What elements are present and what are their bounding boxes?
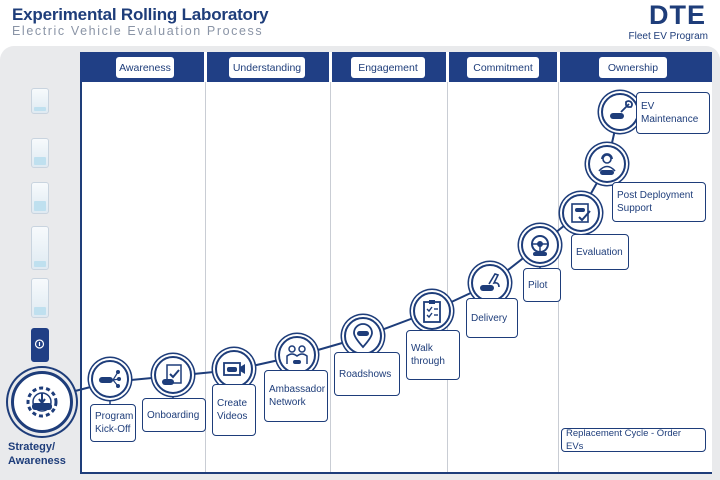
- steering-wheel-icon: [521, 226, 559, 264]
- step-label-line1: Walk: [411, 343, 433, 354]
- step-label-line2: Maintenance: [641, 114, 699, 125]
- step-pilot: Pilot: [523, 268, 561, 302]
- step-walk-through: Walk through: [406, 330, 460, 380]
- wrench-car-icon: [601, 93, 639, 131]
- step-delivery: Delivery: [466, 298, 518, 338]
- step-ambassador-network: Ambassador Network: [264, 370, 328, 422]
- step-roadshows: Roadshows: [334, 352, 400, 396]
- step-label-line1: Delivery: [471, 312, 508, 324]
- step-label-line2: through: [411, 356, 445, 367]
- strategy-icon: [11, 371, 73, 433]
- hand-car-icon: [471, 264, 509, 302]
- step-label-line2: Support: [617, 203, 653, 214]
- stage-divider: [557, 52, 560, 82]
- step-evaluation: Evaluation: [571, 234, 629, 270]
- map-pin-car-icon: [344, 317, 382, 355]
- step-label-line2: Kick-Off: [95, 424, 131, 435]
- column-line: [205, 82, 206, 472]
- stage-divider: [446, 52, 449, 82]
- step-onboarding: Onboarding: [142, 398, 206, 432]
- stage-engagement: Engagement: [351, 57, 425, 78]
- stage-divider: [204, 52, 207, 82]
- strategy-label: Strategy/ Awareness: [8, 440, 66, 468]
- support-agent-icon: [588, 145, 626, 183]
- step-label-line1: Evaluation: [576, 246, 623, 258]
- step-program-kickoff: Program Kick-Off: [90, 404, 136, 442]
- dte-logo: DTE: [649, 0, 706, 30]
- battery-icon: [31, 278, 49, 318]
- step-ev-maintenance: EV Maintenance: [636, 92, 710, 134]
- stage-awareness: Awareness: [116, 57, 174, 78]
- battery-icon: [31, 226, 49, 270]
- step-label-line1: Pilot: [528, 279, 548, 291]
- strategy-label-line2: Awareness: [8, 455, 66, 467]
- video-car-icon: [215, 350, 253, 388]
- step-label-line2: Videos: [217, 411, 248, 422]
- battery-icon: [31, 182, 49, 214]
- step-label-line1: Roadshows: [339, 368, 392, 380]
- stage-commitment: Commitment: [467, 57, 539, 78]
- stage-divider: [329, 52, 332, 82]
- battery-icon: [31, 138, 49, 168]
- step-label-line1: Create: [217, 398, 248, 409]
- clipboard-icon: [413, 292, 451, 330]
- page-subtitle: Electric Vehicle Evaluation Process: [12, 24, 264, 38]
- checklist-car-icon: [154, 356, 192, 394]
- step-label-line1: Program: [95, 411, 134, 422]
- battery-icon: [31, 88, 49, 114]
- replacement-cycle-box: Replacement Cycle - Order EVs: [561, 428, 706, 452]
- strategy-label-line1: Strategy/: [8, 441, 56, 453]
- step-label-line1: Ambassador: [269, 384, 326, 395]
- battery-active-icon: [31, 328, 49, 362]
- step-post-deployment-support: Post Deployment Support: [612, 182, 706, 222]
- network-car-icon: [91, 360, 129, 398]
- step-label-line2: Network: [269, 397, 306, 408]
- stage-understanding: Understanding: [229, 57, 305, 78]
- logo-subtitle: Fleet EV Program: [628, 31, 708, 42]
- column-line: [447, 82, 448, 472]
- step-create-videos: Create Videos: [212, 384, 256, 436]
- column-line: [330, 82, 331, 472]
- step-label-line1: Post Deployment: [617, 190, 694, 201]
- step-label-line1: EV: [641, 101, 655, 112]
- page-title: Experimental Rolling Laboratory: [12, 5, 269, 24]
- form-check-icon: [562, 194, 600, 232]
- people-icon: [278, 336, 316, 374]
- step-label-line1: Onboarding: [147, 409, 200, 421]
- stage-ownership: Ownership: [599, 57, 667, 78]
